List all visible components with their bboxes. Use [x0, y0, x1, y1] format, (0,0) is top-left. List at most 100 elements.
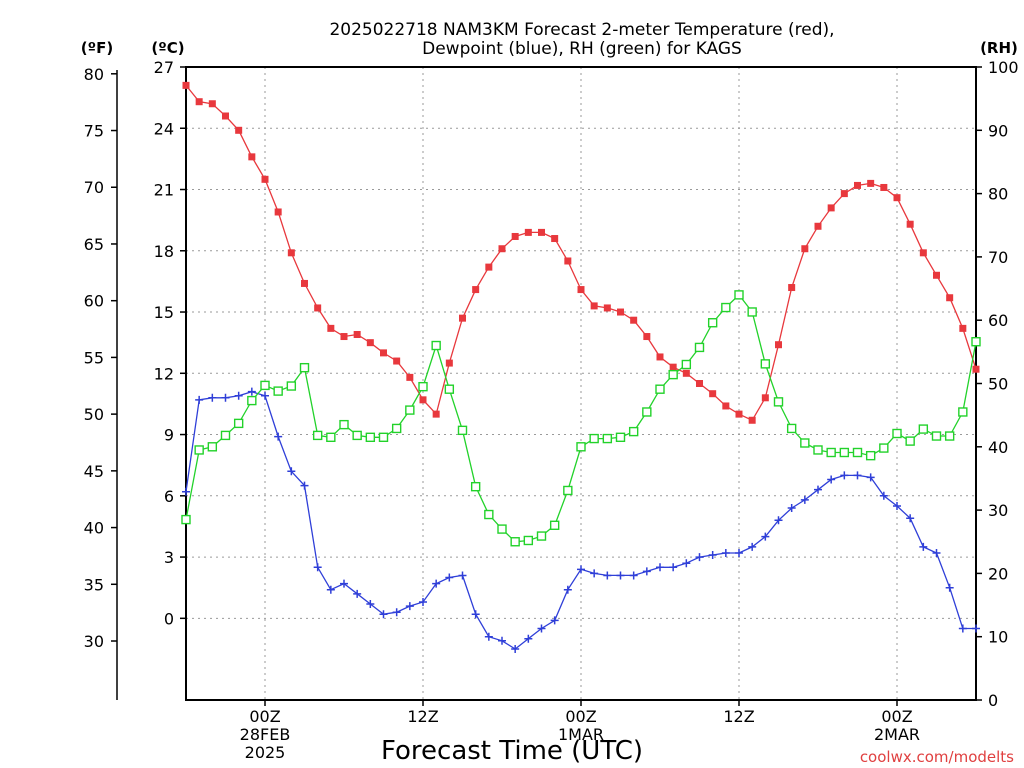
chart-title-line-2: Dewpoint (blue), RH (green) for KAGS	[422, 39, 742, 59]
rh-point	[510, 537, 520, 547]
rh-point	[431, 340, 441, 351]
dewpoint-point	[787, 504, 796, 513]
rh-point	[760, 359, 771, 369]
temperature-point	[472, 286, 480, 294]
temperature-point	[366, 339, 374, 347]
rh-point	[707, 318, 718, 328]
fahrenheit-unit-label: (ºF)	[81, 39, 113, 57]
rh-point	[444, 384, 455, 394]
temperature-point	[643, 333, 651, 341]
temperature-point	[761, 394, 769, 402]
temperature-point	[287, 249, 295, 257]
dewpoint-point	[432, 579, 441, 588]
rh-point	[615, 432, 626, 443]
rh-tick-label: 30	[988, 501, 1008, 520]
dewpoint-point	[642, 567, 651, 576]
temperature-point	[722, 402, 730, 410]
celsius-tick-label: 21	[154, 181, 174, 200]
dewpoint-point	[379, 610, 388, 619]
rh-point	[642, 407, 652, 417]
temperature-point	[959, 324, 967, 332]
dewpoint-point	[353, 589, 362, 598]
temperature-point	[603, 304, 611, 312]
dewpoint-point	[748, 542, 757, 551]
temperature-point	[235, 126, 243, 134]
rh-point	[326, 432, 336, 443]
temperature-point	[669, 363, 677, 371]
temperature-point	[353, 330, 361, 338]
rh-point	[549, 520, 560, 530]
rh-point	[773, 397, 784, 407]
temperature-point	[682, 369, 690, 377]
temperature-point	[182, 81, 190, 89]
fahrenheit-axis: 80 75 70 65 60 55 50 45 40 35 30	[84, 65, 117, 651]
rh-point	[220, 430, 231, 441]
temperature-point	[511, 232, 519, 240]
time-tick-label: 12Z	[723, 707, 754, 726]
temperature-point	[656, 353, 664, 361]
temperature-point	[459, 314, 466, 322]
rh-tick-label: 100	[988, 58, 1019, 77]
plot-frame	[185, 66, 977, 701]
time-tick-label: 28FEB	[240, 725, 291, 744]
temperature-point	[485, 263, 493, 271]
temperature-point	[340, 333, 348, 341]
rh-point	[405, 405, 415, 415]
time-tick-label: 2MAR	[874, 725, 920, 744]
temperature-point	[867, 179, 875, 187]
dewpoint-point	[405, 602, 414, 611]
dewpoint-point	[563, 585, 572, 594]
dewpoint-point	[721, 548, 730, 557]
temperature-point	[261, 175, 269, 183]
temperature-point	[854, 181, 861, 189]
rh-point	[944, 431, 955, 441]
time-tick-label: 00Z	[881, 707, 912, 726]
temperature-point	[893, 194, 901, 202]
dewpoint-point	[208, 393, 217, 402]
temperature-point	[617, 308, 624, 316]
dewpoint-point	[392, 608, 401, 617]
rh-point	[418, 381, 428, 392]
fahrenheit-tick-label: 35	[84, 575, 104, 594]
dewpoint-point	[247, 387, 256, 396]
temperature-point	[590, 302, 598, 310]
temperature-point	[840, 190, 848, 198]
rh-point	[470, 481, 481, 492]
rh-point	[194, 445, 204, 455]
rh-point	[457, 425, 468, 436]
temperature-point	[709, 390, 717, 398]
dewpoint-point	[827, 475, 836, 484]
dewpoint-point	[326, 585, 335, 594]
temperature-point	[933, 271, 940, 279]
dewpoint-point	[274, 432, 283, 441]
rh-tick-label: 10	[988, 628, 1008, 647]
temperature-point	[274, 208, 282, 216]
rh-point	[589, 433, 599, 444]
rh-point	[181, 514, 191, 525]
rh-point	[668, 369, 678, 380]
rh-point	[971, 337, 981, 347]
temperature-point	[419, 396, 427, 404]
dewpoint-point	[906, 514, 915, 523]
dewpoint-point	[366, 600, 375, 609]
temperature-point	[630, 316, 638, 324]
temperature-point	[972, 365, 980, 373]
time-tick-label: 00Z	[249, 707, 280, 726]
dewpoint-point	[616, 571, 625, 580]
dewpoint-point	[629, 571, 638, 580]
temperature-point	[919, 249, 927, 257]
temperature-point	[432, 410, 440, 418]
rh-point	[628, 426, 639, 437]
temperature-point	[748, 416, 756, 424]
dewpoint-point	[419, 597, 427, 606]
fahrenheit-tick-label: 60	[84, 292, 104, 311]
fahrenheit-tick-label: 50	[84, 405, 104, 424]
temperature-point	[406, 373, 414, 381]
rh-point	[286, 381, 297, 391]
temperature-point	[222, 112, 229, 120]
temperature-point	[906, 220, 914, 228]
dewpoint-point	[603, 571, 612, 580]
dewpoint-point	[577, 565, 585, 574]
dewpoint-point	[853, 471, 862, 480]
